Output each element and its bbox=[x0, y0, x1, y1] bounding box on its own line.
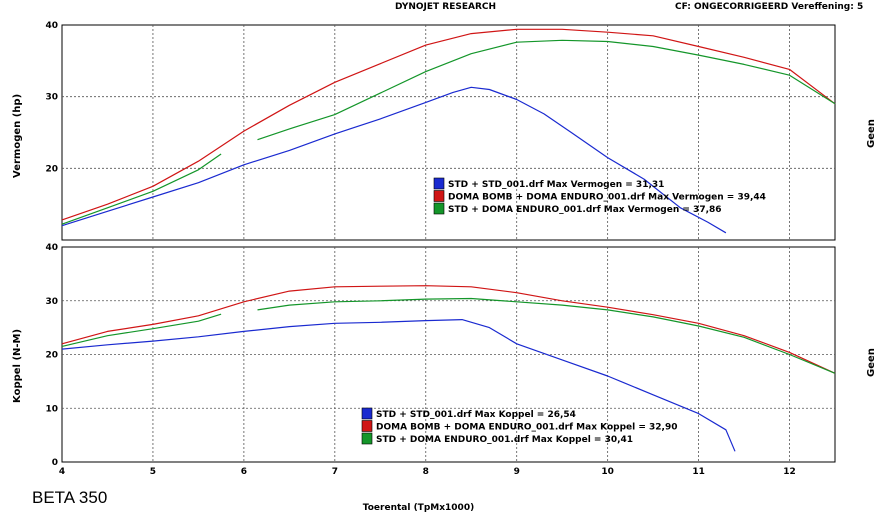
legend-entry-0-green: STD + DOMA ENDURO_001.drf Max Vermogen =… bbox=[448, 205, 722, 215]
y-tick-1-0: 0 bbox=[52, 458, 58, 468]
legend-swatch-0-red bbox=[433, 190, 445, 202]
header-correction-info: CF: ONGECORRIGEERD Vereffening: 5 bbox=[675, 2, 864, 12]
x-tick-4: 4 bbox=[59, 467, 65, 477]
y-tick-1-20: 20 bbox=[45, 351, 58, 361]
y-tick-0-30: 30 bbox=[45, 93, 58, 103]
x-tick-6: 6 bbox=[241, 467, 247, 477]
legend-swatch-0-green bbox=[433, 202, 445, 215]
series-line-1-green-0 bbox=[61, 313, 222, 347]
series-line-0-red-0 bbox=[61, 28, 836, 221]
series-line-0-green-0 bbox=[61, 153, 222, 225]
y-tick-1-10: 10 bbox=[45, 404, 58, 414]
y-tick-0-20: 20 bbox=[45, 164, 58, 174]
legend-swatch-1-blue bbox=[361, 407, 373, 420]
series-line-1-red-0 bbox=[61, 285, 836, 374]
x-axis-label: Toerental (TpMx1000) bbox=[363, 503, 474, 513]
y-tick-0-40: 40 bbox=[45, 21, 58, 31]
x-tick-10: 10 bbox=[601, 467, 614, 477]
x-tick-5: 5 bbox=[150, 467, 156, 477]
legend-entry-1-blue: STD + STD_001.drf Max Koppel = 26,54 bbox=[376, 410, 576, 420]
legend-entry-0-red: DOMA BOMB + DOMA ENDURO_001.drf Max Verm… bbox=[448, 193, 766, 203]
series-line-0-blue-0 bbox=[61, 86, 727, 234]
panel-frame-0 bbox=[61, 24, 836, 241]
x-tick-12: 12 bbox=[783, 467, 796, 477]
series-line-1-blue-0 bbox=[61, 319, 736, 452]
legend-entry-1-red: DOMA BOMB + DOMA ENDURO_001.drf Max Kopp… bbox=[376, 423, 677, 433]
x-tick-11: 11 bbox=[692, 467, 705, 477]
series-line-0-green-1 bbox=[257, 39, 836, 141]
y-tick-1-40: 40 bbox=[45, 243, 58, 253]
series-line-1-green-1 bbox=[257, 297, 836, 374]
legend-entry-1-green: STD + DOMA ENDURO_001.drf Max Koppel = 3… bbox=[376, 435, 633, 445]
legend-entry-0-blue: STD + STD_001.drf Max Vermogen = 31,31 bbox=[448, 180, 664, 190]
legend-swatch-0-blue bbox=[433, 177, 445, 190]
legend-swatch-1-red bbox=[361, 420, 373, 432]
legend-swatch-1-green bbox=[361, 432, 373, 445]
model-label: BETA 350 bbox=[32, 488, 108, 507]
x-tick-7: 7 bbox=[332, 467, 338, 477]
y-tick-1-30: 30 bbox=[45, 297, 58, 307]
x-tick-8: 8 bbox=[423, 467, 429, 477]
header-title: DYNOJET RESEARCH bbox=[395, 2, 497, 12]
x-tick-9: 9 bbox=[514, 467, 520, 477]
